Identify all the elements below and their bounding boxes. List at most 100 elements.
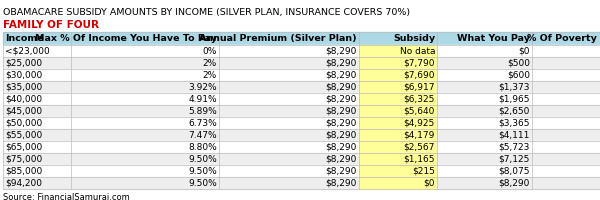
Text: $8,290: $8,290 [326,95,357,104]
Bar [359,165,437,177]
Bar [359,177,437,189]
Bar [3,129,71,141]
Bar [532,153,600,165]
Text: Subsidy: Subsidy [393,34,435,43]
Text: <$23,000: <$23,000 [5,46,50,55]
Text: % Of Poverty Level: % Of Poverty Level [527,34,600,43]
Text: $6,917: $6,917 [404,82,435,92]
Text: Source: FinancialSamurai.com: Source: FinancialSamurai.com [3,193,130,200]
Text: $7,690: $7,690 [404,71,435,79]
Bar [219,129,359,141]
Bar [437,81,532,93]
Text: 4.91%: 4.91% [188,95,217,104]
Text: $3,365: $3,365 [499,118,530,128]
Bar [437,165,532,177]
Text: $8,075: $8,075 [499,166,530,176]
Bar [219,165,359,177]
Bar [359,105,437,117]
Text: 5.89%: 5.89% [188,106,217,116]
Bar [3,45,71,57]
Text: Max % Of Income You Have To Pay: Max % Of Income You Have To Pay [35,34,217,43]
Bar [3,153,71,165]
Bar [437,141,532,153]
Bar [532,129,600,141]
Text: $7,125: $7,125 [499,154,530,164]
Bar [437,153,532,165]
Bar [437,45,532,57]
Bar [219,141,359,153]
Bar [71,129,219,141]
Bar [71,105,219,117]
Text: $40,000: $40,000 [5,95,42,104]
Bar [71,117,219,129]
Bar [359,69,437,81]
Bar [437,129,532,141]
Text: $8,290: $8,290 [326,46,357,55]
Bar [219,69,359,81]
Text: $8,290: $8,290 [326,130,357,140]
Text: $8,290: $8,290 [326,154,357,164]
Bar [359,45,437,57]
Text: $7,790: $7,790 [404,58,435,68]
Bar [359,141,437,153]
Bar [71,69,219,81]
Bar [3,32,600,45]
Bar [532,93,600,105]
Text: $8,290: $8,290 [326,71,357,79]
Text: 9.50%: 9.50% [188,154,217,164]
Bar [3,93,71,105]
Text: 2%: 2% [203,71,217,79]
Bar [219,57,359,69]
Bar [71,153,219,165]
Bar [219,81,359,93]
Text: $8,290: $8,290 [326,142,357,152]
Bar [3,105,71,117]
Bar [3,141,71,153]
Bar [437,93,532,105]
Text: 2%: 2% [203,58,217,68]
Bar [359,117,437,129]
Text: $8,290: $8,290 [326,118,357,128]
Bar [359,57,437,69]
Bar [437,117,532,129]
Text: $1,965: $1,965 [499,95,530,104]
Text: $25,000: $25,000 [5,58,42,68]
Bar [71,165,219,177]
Text: FAMILY OF FOUR: FAMILY OF FOUR [3,20,99,30]
Text: $8,290: $8,290 [326,166,357,176]
Text: 9.50%: 9.50% [188,166,217,176]
Text: $0: $0 [518,46,530,55]
Text: $500: $500 [507,58,530,68]
Text: OBAMACARE SUBSIDY AMOUNTS BY INCOME (SILVER PLAN, INSURANCE COVERS 70%): OBAMACARE SUBSIDY AMOUNTS BY INCOME (SIL… [3,8,410,17]
Text: 0%: 0% [203,46,217,55]
Bar [359,129,437,141]
Bar [71,57,219,69]
Bar [437,57,532,69]
Bar [532,141,600,153]
Bar [3,177,71,189]
Bar [3,57,71,69]
Text: $35,000: $35,000 [5,82,42,92]
Bar [3,117,71,129]
Bar [219,177,359,189]
Bar [71,45,219,57]
Text: $30,000: $30,000 [5,71,42,79]
Bar [437,105,532,117]
Bar [437,69,532,81]
Bar [219,153,359,165]
Bar [532,57,600,69]
Text: $2,567: $2,567 [404,142,435,152]
Bar [359,81,437,93]
Text: Annual Premium (Silver Plan): Annual Premium (Silver Plan) [199,34,357,43]
Text: $0: $0 [424,178,435,188]
Text: $4,111: $4,111 [499,130,530,140]
Text: $4,179: $4,179 [404,130,435,140]
Bar [71,93,219,105]
Bar [3,81,71,93]
Text: 7.47%: 7.47% [188,130,217,140]
Bar [532,69,600,81]
Text: $1,373: $1,373 [499,82,530,92]
Text: $50,000: $50,000 [5,118,42,128]
Text: $85,000: $85,000 [5,166,42,176]
Bar [3,69,71,81]
